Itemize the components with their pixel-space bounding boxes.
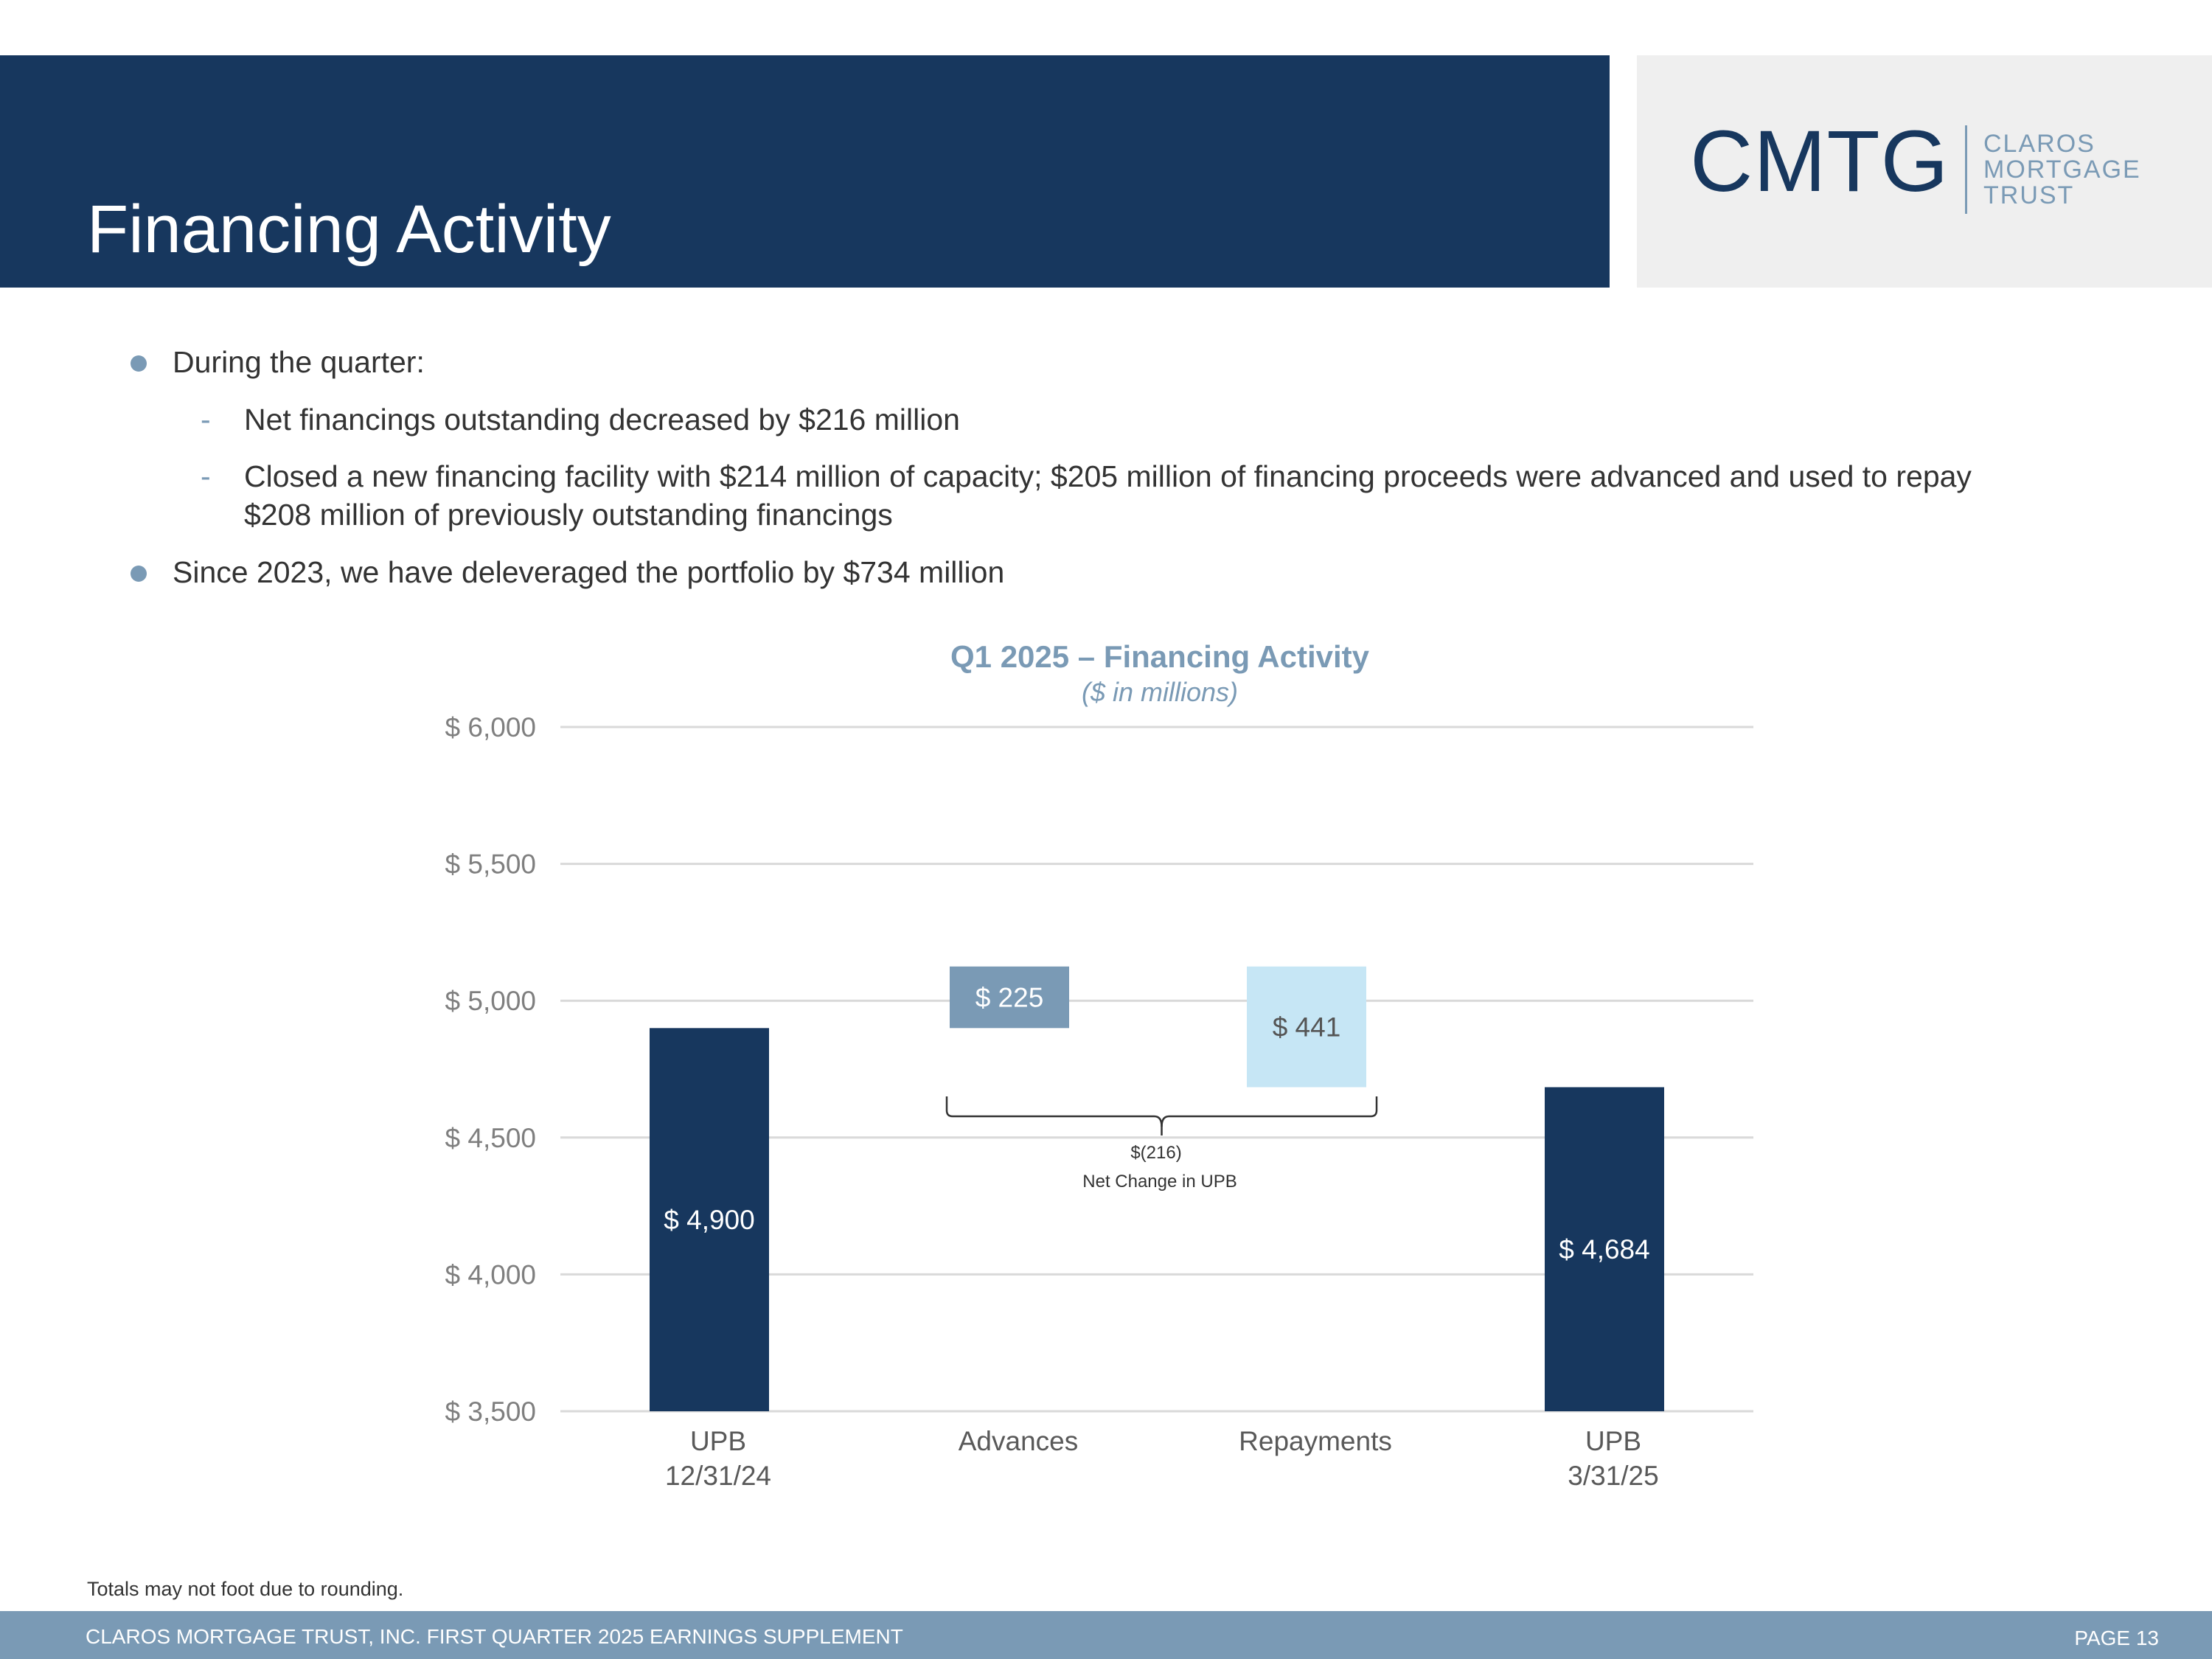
sub-bullet-item: - Net financings outstanding decreased b…	[201, 400, 2044, 439]
y-tick-label: $ 6,000	[445, 712, 536, 742]
logo-company-name: CLAROS MORTGAGE TRUST	[1983, 131, 2141, 209]
bar	[950, 966, 1069, 1029]
title-band	[0, 55, 1610, 288]
page-title: Financing Activity	[87, 192, 611, 267]
y-tick-label: $ 4,500	[445, 1123, 536, 1153]
y-tick-label: $ 3,500	[445, 1397, 536, 1427]
x-tick-label: UPB	[1585, 1426, 1641, 1456]
dash-marker: -	[201, 459, 211, 493]
bar	[650, 1028, 769, 1411]
bullet-item: Since 2023, we have deleveraged the port…	[131, 553, 2050, 591]
dash-marker: -	[201, 403, 211, 437]
x-tick-label: 3/31/25	[1568, 1461, 1658, 1491]
data-label: $ 4,684	[1559, 1234, 1649, 1265]
page-number: PAGE 13	[2074, 1627, 2159, 1649]
bullet-text: During the quarter:	[173, 345, 425, 379]
x-tick-label: 12/31/24	[665, 1461, 771, 1491]
data-label: $ 225	[975, 983, 1044, 1013]
logo-word: CLAROS	[1983, 130, 2096, 158]
logo-word: TRUST	[1983, 181, 2075, 209]
logo-word: MORTGAGE	[1983, 156, 2141, 184]
logo-divider	[1965, 125, 1967, 214]
footer-band	[0, 1611, 2212, 1659]
logo-panel	[1637, 55, 2212, 288]
chart-subtitle: ($ in millions)	[1081, 677, 1239, 707]
y-tick-label: $ 4,000	[445, 1259, 536, 1290]
y-tick-label: $ 5,500	[445, 849, 536, 880]
y-tick-label: $ 5,000	[445, 986, 536, 1016]
logo-wordmark: CMTG	[1690, 113, 1950, 210]
x-tick-label: Repayments	[1239, 1426, 1392, 1456]
sub-bullet-text: Net financings outstanding decreased by …	[244, 403, 960, 437]
data-label: $ 4,900	[664, 1205, 754, 1235]
x-tick-label: Advances	[959, 1426, 1079, 1456]
footnote: Totals may not foot due to rounding.	[87, 1578, 404, 1600]
x-tick-label: UPB	[690, 1426, 746, 1456]
chart-title: Q1 2025 – Financing Activity	[950, 639, 1369, 674]
footer-text: CLAROS MORTGAGE TRUST, INC. FIRST QUARTE…	[86, 1625, 903, 1648]
data-label: $ 441	[1273, 1012, 1341, 1043]
bar	[1545, 1087, 1664, 1411]
annotation-label: Net Change in UPB	[1082, 1172, 1237, 1192]
brace-bracket	[945, 1096, 1378, 1127]
bar	[1247, 966, 1366, 1088]
sub-bullet-text: Closed a new financing facility with $21…	[244, 459, 1972, 532]
bullet-text: Since 2023, we have deleveraged the port…	[173, 555, 1005, 589]
annotation-value: $(216)	[1130, 1143, 1181, 1163]
bullet-item: During the quarter:	[131, 343, 2050, 381]
sub-bullet-item: - Closed a new financing facility with $…	[201, 457, 2044, 534]
